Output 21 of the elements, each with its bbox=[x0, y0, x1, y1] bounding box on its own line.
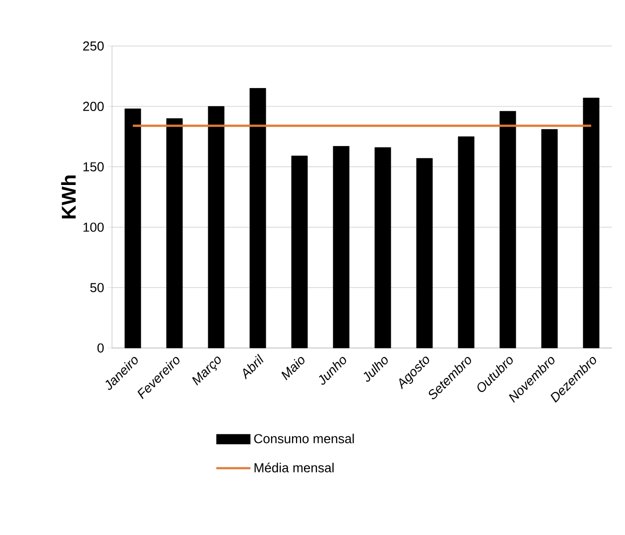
y-tick-label: 200 bbox=[83, 102, 104, 111]
y-tick-label: 250 bbox=[83, 41, 104, 51]
y-tick-label: 50 bbox=[90, 282, 104, 292]
y-tick-label: 100 bbox=[84, 222, 104, 232]
bar bbox=[374, 147, 392, 348]
bar bbox=[124, 108, 142, 348]
bar bbox=[458, 136, 474, 348]
bar bbox=[416, 158, 433, 348]
bar bbox=[500, 111, 516, 348]
bar bbox=[332, 146, 350, 348]
bar bbox=[582, 98, 600, 348]
bar bbox=[208, 106, 224, 348]
bar bbox=[250, 88, 266, 348]
y-axis-title: KWh bbox=[61, 175, 76, 218]
legend-label: Consumo mensal bbox=[254, 434, 354, 444]
y-tick-label: 150 bbox=[84, 162, 104, 172]
legend-label: Média mensal bbox=[254, 462, 334, 472]
bar bbox=[166, 118, 183, 348]
bar bbox=[291, 156, 308, 348]
bar bbox=[541, 129, 558, 348]
y-tick-label: 0 bbox=[97, 343, 104, 353]
